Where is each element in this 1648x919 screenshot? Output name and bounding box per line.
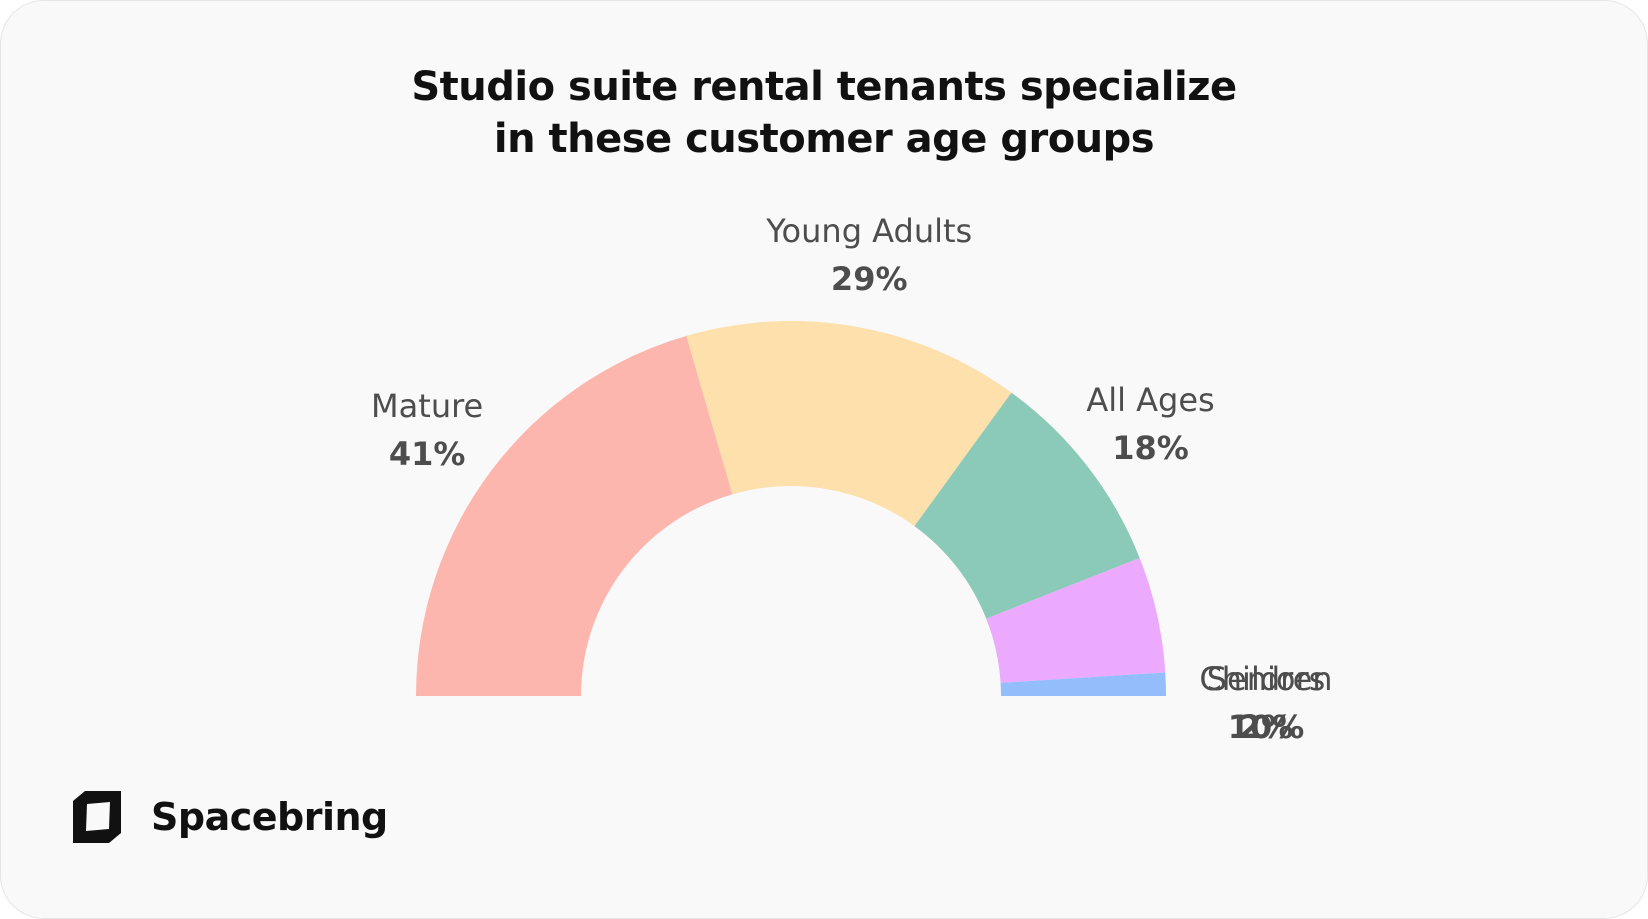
chart-title-line-2: in these customer age groups xyxy=(493,116,1155,162)
chart-title: Studio suite rental tenants specialize i… xyxy=(1,61,1647,165)
slice-label-seniors: Seniors 10% xyxy=(1207,660,1326,746)
spacebring-logo-icon xyxy=(73,791,121,843)
slice-category-label: Children xyxy=(1199,660,1332,698)
slice-label-mature: Mature 41% xyxy=(371,387,483,473)
slice-all-ages xyxy=(914,392,1140,619)
slice-label-children: Children 2% xyxy=(1199,660,1332,746)
slice-seniors xyxy=(986,557,1166,683)
slice-category-label: All Ages xyxy=(1086,381,1214,419)
slice-label-young-adults: Young Adults 29% xyxy=(765,212,972,298)
slice-value-label: 41% xyxy=(389,435,466,473)
slice-children xyxy=(1000,672,1166,696)
slice-value-label: 18% xyxy=(1112,429,1189,467)
slice-label-all-ages: All Ages 18% xyxy=(1086,381,1214,467)
slice-category-label: Mature xyxy=(371,387,483,425)
brand: Spacebring xyxy=(71,789,388,845)
slice-category-label: Young Adults xyxy=(765,212,972,250)
brand-name: Spacebring xyxy=(151,795,388,839)
slice-young-adults xyxy=(686,320,1012,527)
slice-value-label: 29% xyxy=(831,260,908,298)
slice-category-label: Seniors xyxy=(1207,660,1326,698)
slice-value-label: 2% xyxy=(1239,708,1293,746)
chart-title-line-1: Studio suite rental tenants specialize xyxy=(411,64,1237,110)
slice-value-label: 10% xyxy=(1228,708,1305,746)
slice-mature xyxy=(416,335,733,696)
